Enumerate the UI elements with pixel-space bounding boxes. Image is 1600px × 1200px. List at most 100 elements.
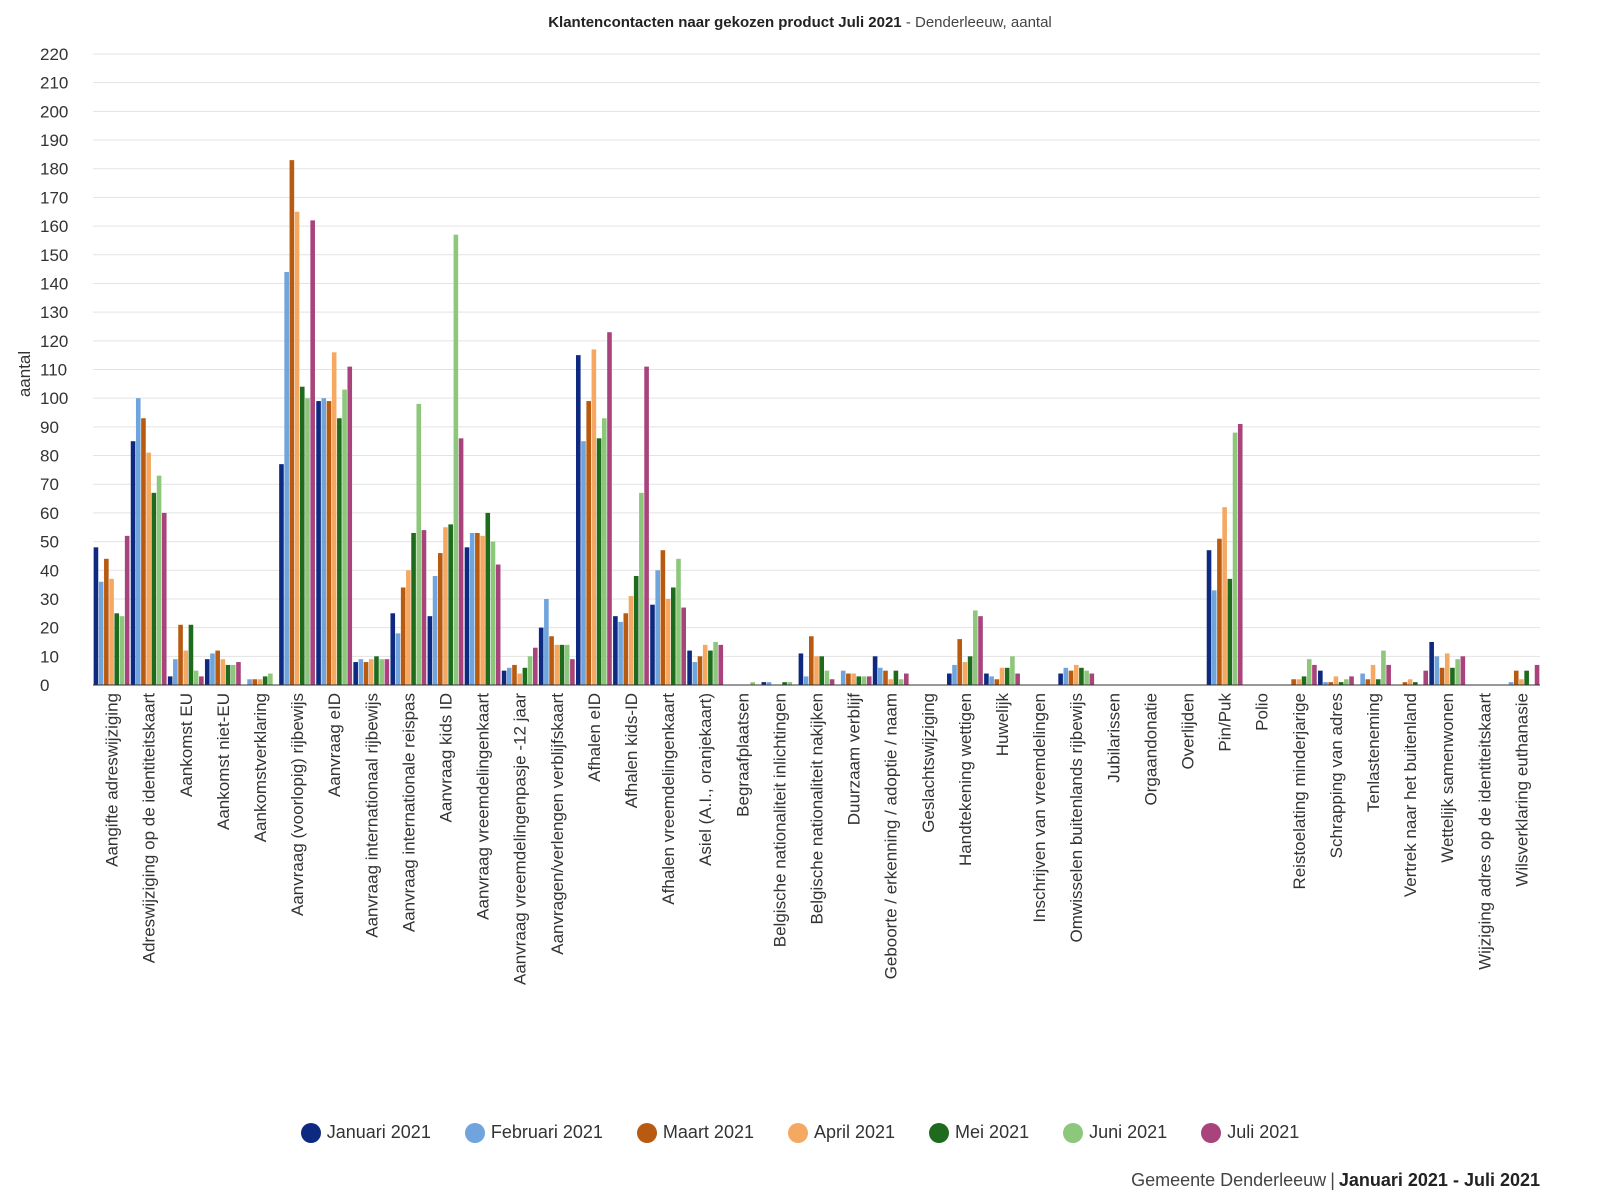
bar: [1010, 656, 1015, 685]
bar: [655, 570, 660, 685]
x-tick-label: Aanvraag kids ID: [436, 693, 455, 822]
bar: [353, 662, 358, 685]
bar: [448, 524, 453, 685]
bar: [581, 441, 586, 685]
bar: [310, 220, 315, 685]
bar: [883, 670, 888, 685]
legend-item[interactable]: April 2021: [787, 1122, 896, 1143]
bar: [650, 604, 655, 685]
x-tick-label: Aanvraag vreemdelingenkaart: [474, 693, 493, 920]
bar: [824, 670, 830, 685]
legend-item[interactable]: Mei 2021: [929, 1122, 1029, 1143]
bar: [512, 664, 517, 685]
bar: [220, 659, 226, 685]
bar: [607, 332, 612, 685]
bar: [803, 676, 809, 685]
bar: [93, 547, 99, 685]
bar: [247, 679, 252, 685]
bar: [379, 659, 384, 685]
bar: [692, 662, 698, 685]
bar: [199, 676, 204, 685]
legend-label: Juli 2021: [1227, 1122, 1300, 1142]
bar: [1349, 676, 1354, 685]
bar: [1227, 578, 1233, 685]
bar: [1318, 670, 1323, 685]
bar: [1217, 538, 1222, 685]
bar: [1063, 667, 1069, 685]
bar: [591, 349, 597, 685]
bar: [967, 656, 973, 685]
bar: [893, 670, 899, 685]
x-tick-label: Geslachtswijziging: [919, 693, 938, 833]
bar: [904, 673, 909, 685]
footer-organisation: Gemeente Denderleeuw: [1131, 1170, 1327, 1190]
bar: [458, 438, 464, 685]
bar: [1079, 667, 1084, 685]
bar: [819, 656, 824, 685]
y-tick-label: 40: [40, 561, 59, 580]
bar: [1381, 650, 1386, 685]
bar: [1058, 673, 1063, 685]
bar: [1068, 670, 1074, 685]
bar: [618, 621, 623, 685]
bar: [464, 547, 470, 685]
bar: [559, 644, 565, 685]
bar: [1206, 550, 1212, 685]
bar: [1460, 656, 1466, 685]
y-tick-label: 150: [40, 246, 68, 265]
bar: [390, 613, 396, 685]
bar: [984, 673, 989, 685]
bar: [665, 598, 671, 685]
bar: [437, 553, 443, 685]
bar: [262, 676, 268, 685]
bar: [490, 541, 496, 685]
bar: [1439, 667, 1445, 685]
legend-item[interactable]: Januari 2021: [300, 1122, 431, 1143]
legend-item[interactable]: Juni 2021: [1063, 1122, 1167, 1143]
x-tick-label: Reistoelating minderjarige: [1290, 693, 1309, 890]
legend-item[interactable]: Februari 2021: [464, 1122, 603, 1143]
bar: [178, 624, 183, 685]
bar: [1534, 664, 1540, 685]
bar: [1338, 682, 1344, 685]
bar: [697, 656, 703, 685]
legend-label: Januari 2021: [326, 1122, 431, 1142]
y-tick-label: 120: [40, 332, 68, 351]
bar: [1004, 667, 1010, 685]
bar: [326, 401, 332, 685]
bar: [347, 366, 353, 685]
bar: [284, 271, 289, 685]
legend-swatch: [636, 1122, 657, 1143]
bar: [999, 667, 1005, 685]
bar: [596, 438, 602, 685]
bar: [183, 650, 189, 685]
bar: [766, 682, 772, 685]
bar: [532, 647, 538, 685]
chart-title: Klantencontacten naar gekozen product Ju…: [0, 14, 1600, 31]
bar: [215, 650, 220, 685]
y-tick-label: 0: [40, 676, 49, 695]
bar: [787, 682, 793, 685]
bar: [829, 679, 835, 685]
legend-item[interactable]: Maart 2021: [636, 1122, 754, 1143]
bar: [570, 659, 575, 685]
x-tick-label: Wettelijk samenwonen: [1438, 693, 1457, 863]
legend-item[interactable]: Juli 2021: [1201, 1122, 1299, 1143]
y-tick-label: 170: [40, 188, 68, 207]
legend-label: Februari 2021: [490, 1122, 603, 1142]
bar: [1344, 679, 1349, 685]
bar: [750, 682, 755, 685]
bar: [878, 667, 883, 685]
bar: [681, 607, 686, 685]
bar: [978, 616, 983, 685]
bar: [702, 644, 708, 685]
bar: [888, 679, 894, 685]
bar: [522, 667, 528, 685]
x-tick-label: Belgische nationaliteit inlichtingen: [770, 693, 789, 947]
legend-swatch: [1201, 1122, 1222, 1143]
bar: [840, 670, 846, 685]
legend-label: April 2021: [813, 1122, 896, 1142]
y-tick-label: 90: [40, 418, 59, 437]
legend-swatch: [929, 1122, 950, 1143]
bar: [1312, 664, 1317, 685]
